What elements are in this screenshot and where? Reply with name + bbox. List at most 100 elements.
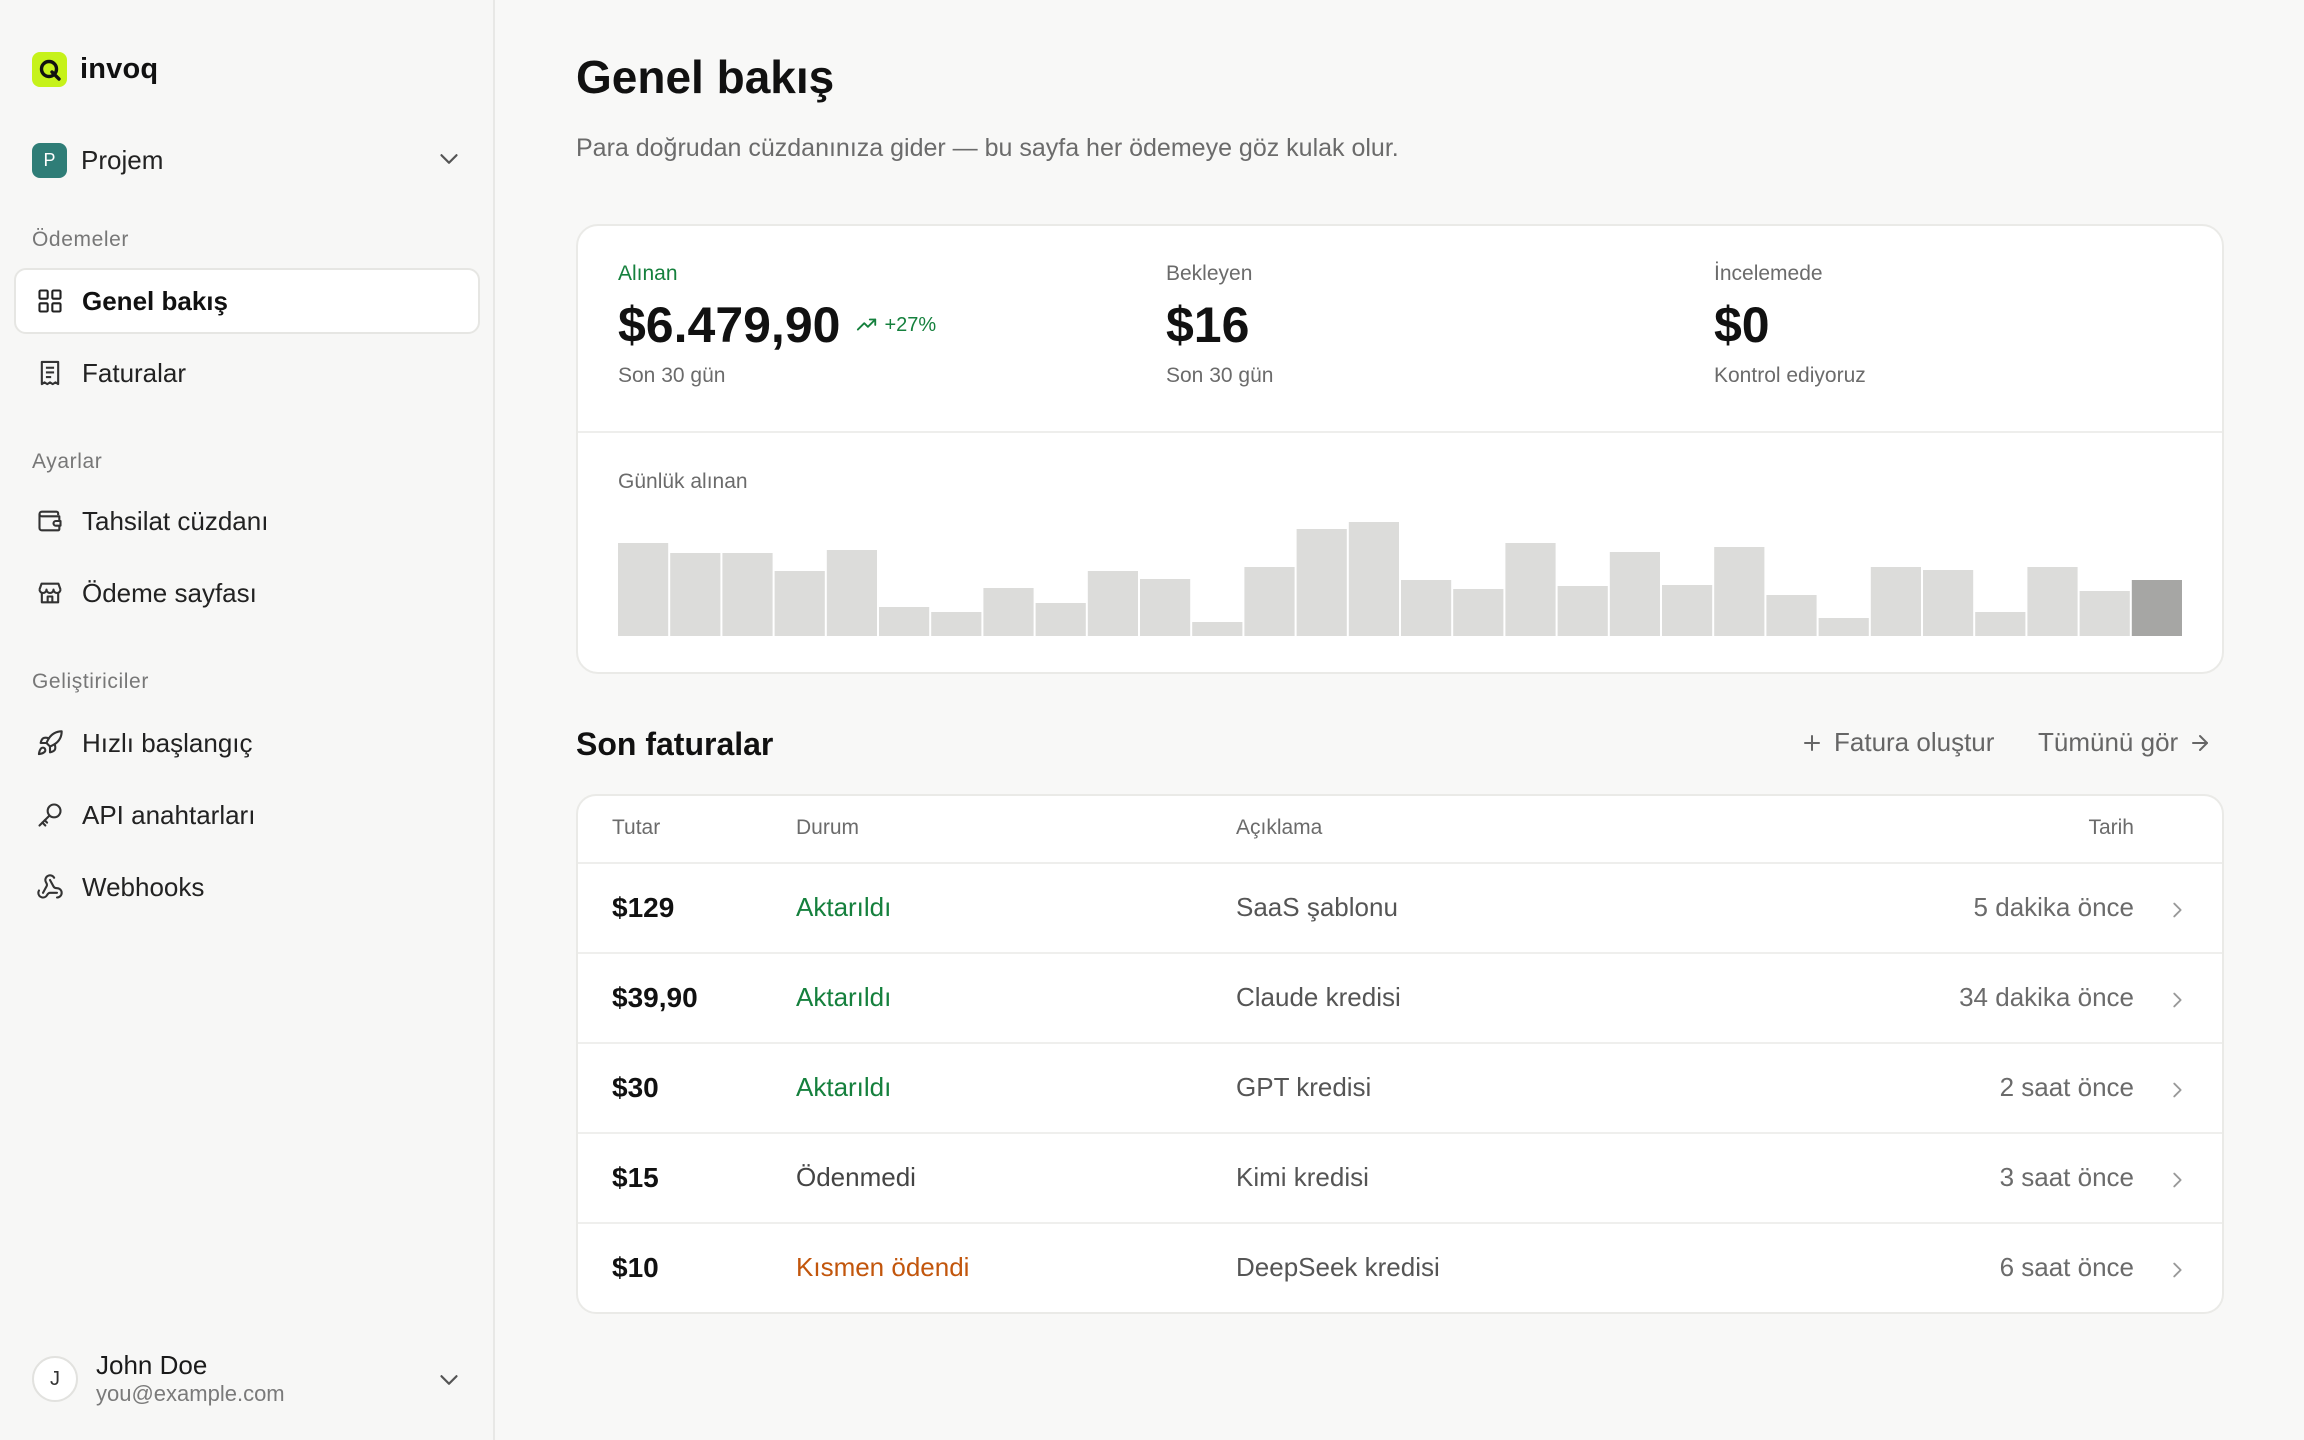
invoice-date: 5 dakika önce [1973, 892, 2134, 922]
sidebar-item-label: Webhooks [82, 871, 205, 902]
webhook-icon [34, 871, 66, 903]
chart-bar[interactable] [1870, 567, 1921, 636]
column-header-date: Tarih [2088, 816, 2134, 839]
stat-value: $16 [1166, 297, 1250, 353]
invoice-date: 2 saat önce [1999, 1072, 2134, 1102]
table-row[interactable]: $30 Aktarıldı GPT kredisi 2 saat önce [578, 1044, 2222, 1134]
store-icon [34, 577, 66, 609]
stat-value-row: $6.479,90 +27% [618, 296, 936, 354]
brand-logo-icon [32, 52, 67, 87]
table-row[interactable]: $39,90 Aktarıldı Claude kredisi 34 dakik… [578, 954, 2222, 1044]
trending-up-icon [857, 318, 877, 331]
user-menu[interactable]: J John Doe you@example.com [32, 1347, 464, 1411]
chart-bar[interactable] [722, 553, 773, 636]
chart-bar[interactable] [2131, 580, 2182, 636]
table-header: Tutar Durum Açıklama Tarih [578, 796, 2222, 864]
column-header-amount: Tutar [612, 816, 661, 839]
chart-bar[interactable] [1975, 612, 2026, 636]
chart-bar[interactable] [983, 588, 1034, 636]
brand[interactable]: invoq [32, 52, 158, 87]
table-row[interactable]: $10 Kısmen ödendi DeepSeek kredisi 6 saa… [578, 1224, 2222, 1312]
sidebar-item-quickstart[interactable]: Hızlı başlangıç [14, 710, 480, 776]
sidebar-item-label: API anahtarları [82, 799, 256, 830]
invoice-date: 3 saat önce [1999, 1162, 2134, 1192]
sidebar-item-label: Faturalar [82, 357, 187, 388]
chart-bar[interactable] [1244, 567, 1295, 636]
page-subtitle: Para doğrudan cüzdanınıza gider — bu say… [576, 134, 1399, 162]
chart-bar[interactable] [1087, 571, 1138, 636]
invoice-description: DeepSeek kredisi [1236, 1252, 1440, 1282]
invoices-table: Tutar Durum Açıklama Tarih $129 Aktarıld… [576, 794, 2224, 1314]
chart-bar[interactable] [1035, 603, 1086, 636]
create-invoice-button[interactable]: Fatura oluştur [1800, 727, 1994, 758]
chevron-right-icon [2166, 1077, 2188, 1108]
chevron-down-icon [434, 144, 464, 179]
invoice-description: GPT kredisi [1236, 1072, 1372, 1102]
stat-label: Bekleyen [1166, 262, 1253, 285]
chart-bar[interactable] [618, 543, 669, 636]
chart-bar[interactable] [931, 612, 982, 636]
chart-bar[interactable] [670, 553, 721, 636]
chart-bar[interactable] [1453, 589, 1504, 636]
chart-bar[interactable] [1296, 529, 1347, 636]
sidebar-item-wallet[interactable]: Tahsilat cüzdanı [14, 488, 480, 554]
invoice-amount: $129 [612, 892, 675, 923]
sidebar-item-api-keys[interactable]: API anahtarları [14, 782, 480, 848]
project-name: Projem [81, 144, 164, 175]
stat-change: +27% [856, 314, 936, 337]
chart-bar[interactable] [774, 571, 825, 636]
chart-bar[interactable] [1557, 586, 1608, 636]
chart-bar[interactable] [1505, 543, 1556, 636]
chart-title: Günlük alınan [618, 470, 748, 493]
sidebar-item-invoices[interactable]: Faturalar [14, 340, 480, 406]
sidebar-item-overview[interactable]: Genel bakış [14, 268, 480, 334]
invoice-status: Kısmen ödendi [796, 1252, 970, 1282]
chart-bar[interactable] [826, 550, 877, 636]
view-all-button[interactable]: Tümünü gör [2038, 727, 2212, 758]
chart-bar[interactable] [2079, 591, 2130, 636]
key-icon [34, 799, 66, 831]
stat-label: Alınan [618, 262, 678, 285]
sidebar-item-webhooks[interactable]: Webhooks [14, 854, 480, 920]
sidebar: invoq P Projem Ödemeler Genel bakış Fatu… [0, 0, 495, 1440]
rocket-icon [34, 727, 66, 759]
invoice-amount: $39,90 [612, 982, 698, 1013]
table-row[interactable]: $15 Ödenmedi Kimi kredisi 3 saat önce [578, 1134, 2222, 1224]
invoice-amount: $15 [612, 1162, 659, 1193]
create-invoice-label: Fatura oluştur [1834, 727, 1995, 757]
project-avatar: P [32, 142, 67, 178]
chart-bar[interactable] [1766, 595, 1817, 636]
table-row[interactable]: $129 Aktarıldı SaaS şablonu 5 dakika önc… [578, 864, 2222, 954]
grid-icon [34, 285, 66, 317]
chart-bar[interactable] [1714, 547, 1765, 636]
chart-bar[interactable] [1818, 618, 1869, 636]
sidebar-item-label: Genel bakış [82, 285, 228, 316]
invoice-amount: $30 [612, 1072, 659, 1103]
chevron-down-icon [434, 1365, 464, 1400]
chart-bar[interactable] [879, 607, 930, 636]
chart-bar[interactable] [2027, 567, 2078, 636]
stat-label: İncelemede [1714, 262, 1823, 285]
invoice-date: 6 saat önce [1999, 1252, 2134, 1282]
invoice-amount: $10 [612, 1252, 659, 1283]
page-title: Genel bakış [576, 51, 835, 103]
invoice-description: Kimi kredisi [1236, 1162, 1369, 1192]
section-title-developers: Geliştiriciler [32, 670, 149, 693]
sidebar-item-label: Ödeme sayfası [82, 577, 257, 608]
sidebar-item-checkout-page[interactable]: Ödeme sayfası [14, 560, 480, 626]
chart-bar[interactable] [1923, 570, 1974, 636]
chart-bar[interactable] [1192, 622, 1243, 636]
invoice-status: Ödenmedi [796, 1162, 916, 1192]
chart-bar[interactable] [1348, 522, 1399, 636]
chevron-right-icon [2166, 1167, 2188, 1198]
chart-bar[interactable] [1140, 579, 1191, 636]
stat-change-value: +27% [884, 313, 937, 336]
chart-bar[interactable] [1662, 585, 1713, 636]
invoice-date: 34 dakika önce [1959, 982, 2134, 1012]
sidebar-item-label: Tahsilat cüzdanı [82, 505, 269, 536]
project-switcher[interactable]: P Projem [32, 142, 464, 178]
brand-name: invoq [80, 53, 159, 85]
column-header-description: Açıklama [1236, 816, 1323, 839]
chart-bar[interactable] [1609, 552, 1660, 636]
chart-bar[interactable] [1401, 580, 1452, 636]
